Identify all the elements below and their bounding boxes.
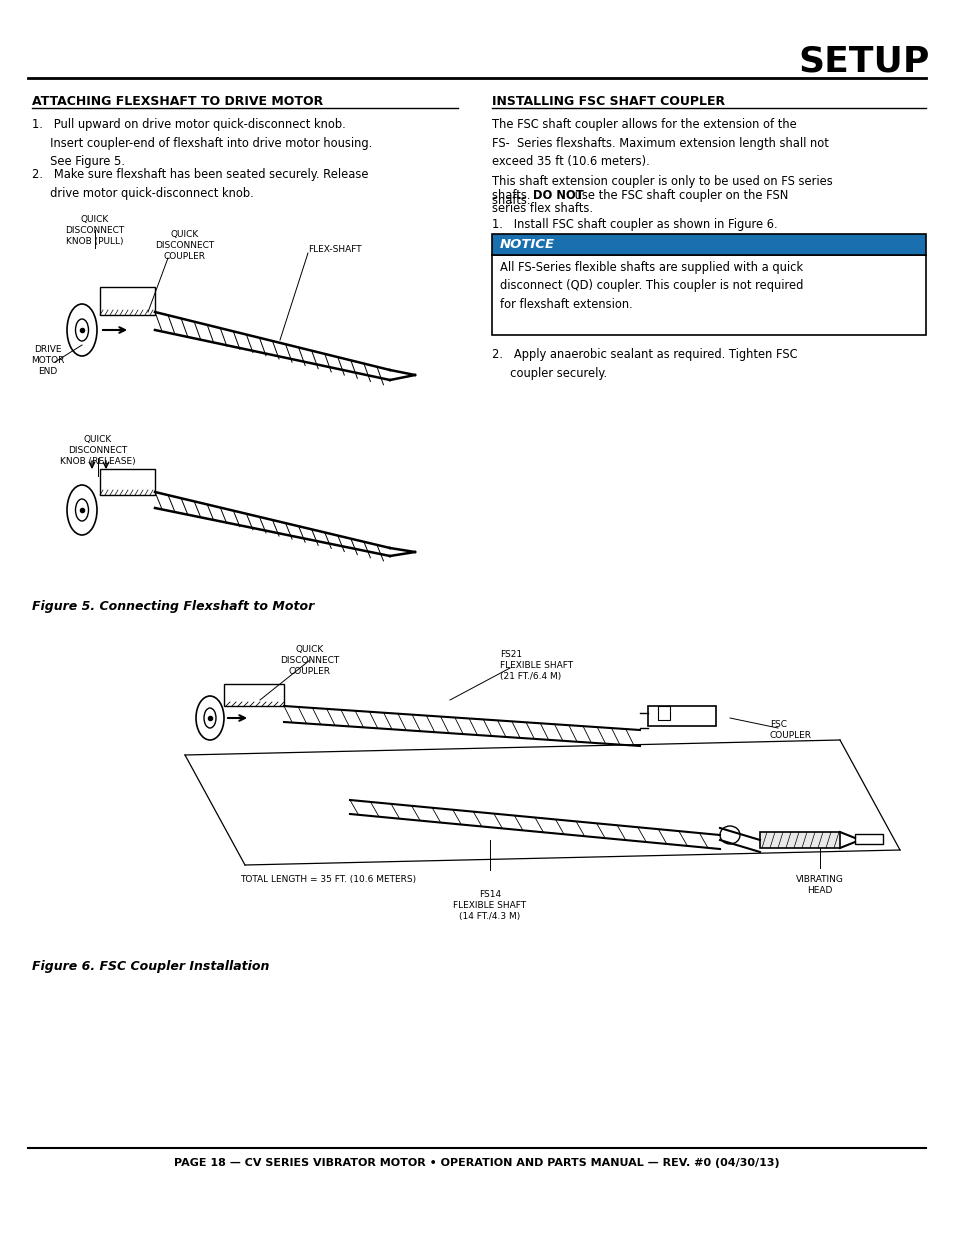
- Text: FS21
FLEXIBLE SHAFT
(21 FT./6.4 M): FS21 FLEXIBLE SHAFT (21 FT./6.4 M): [499, 650, 573, 682]
- Text: NOTICE: NOTICE: [499, 238, 555, 252]
- Bar: [492, 254, 925, 335]
- Text: 1.   Pull upward on drive motor quick-disconnect knob.
     Insert coupler-end o: 1. Pull upward on drive motor quick-disc…: [32, 119, 372, 168]
- Text: SETUP: SETUP: [798, 44, 929, 79]
- Text: VIBRATING
HEAD: VIBRATING HEAD: [795, 876, 843, 895]
- Text: 2.   Apply anaerobic sealant as required. Tighten FSC
     coupler securely.: 2. Apply anaerobic sealant as required. …: [492, 348, 797, 379]
- Text: QUICK
DISCONNECT
COUPLER: QUICK DISCONNECT COUPLER: [280, 645, 339, 677]
- Bar: [658, 706, 669, 720]
- Text: FS14
FLEXIBLE SHAFT
(14 FT./4.3 M): FS14 FLEXIBLE SHAFT (14 FT./4.3 M): [453, 890, 526, 921]
- Bar: [224, 684, 284, 706]
- Bar: [854, 834, 882, 844]
- Text: ATTACHING FLEXSHAFT TO DRIVE MOTOR: ATTACHING FLEXSHAFT TO DRIVE MOTOR: [32, 95, 323, 107]
- Text: Figure 6. FSC Coupler Installation: Figure 6. FSC Coupler Installation: [32, 960, 269, 973]
- Text: All FS-Series flexible shafts are supplied with a quick
disconnect (QD) coupler.: All FS-Series flexible shafts are suppli…: [499, 261, 802, 311]
- Text: INSTALLING FSC SHAFT COUPLER: INSTALLING FSC SHAFT COUPLER: [492, 95, 724, 107]
- Text: DO NOT: DO NOT: [533, 189, 583, 203]
- Text: Figure 5. Connecting Flexshaft to Motor: Figure 5. Connecting Flexshaft to Motor: [32, 600, 314, 613]
- Text: FSC
COUPLER: FSC COUPLER: [769, 720, 811, 740]
- Text: The FSC shaft coupler allows for the extension of the
FS-  Series flexshafts. Ma: The FSC shaft coupler allows for the ext…: [492, 119, 828, 168]
- Bar: [760, 832, 840, 848]
- Text: PAGE 18 — CV SERIES VIBRATOR MOTOR • OPERATION AND PARTS MANUAL — REV. #0 (04/30: PAGE 18 — CV SERIES VIBRATOR MOTOR • OPE…: [174, 1158, 779, 1168]
- Text: DRIVE
MOTOR
END: DRIVE MOTOR END: [31, 345, 65, 377]
- Text: QUICK
DISCONNECT
COUPLER: QUICK DISCONNECT COUPLER: [155, 230, 214, 261]
- Text: FLEX-SHAFT: FLEX-SHAFT: [308, 245, 361, 254]
- Text: use the FSC shaft coupler on the FSN: use the FSC shaft coupler on the FSN: [571, 189, 787, 203]
- Text: shafts.: shafts.: [492, 189, 534, 203]
- Bar: [100, 287, 154, 315]
- Text: 1.   Install FSC shaft coupler as shown in Figure 6.: 1. Install FSC shaft coupler as shown in…: [492, 219, 777, 231]
- Text: TOTAL LENGTH = 35 FT. (10.6 METERS): TOTAL LENGTH = 35 FT. (10.6 METERS): [240, 876, 416, 884]
- Text: 2.   Make sure flexshaft has been seated securely. Release
     drive motor quic: 2. Make sure flexshaft has been seated s…: [32, 168, 368, 200]
- Text: QUICK
DISCONNECT
KNOB (PULL): QUICK DISCONNECT KNOB (PULL): [66, 215, 125, 246]
- Bar: [647, 706, 716, 726]
- Text: QUICK
DISCONNECT
KNOB (RELEASE): QUICK DISCONNECT KNOB (RELEASE): [60, 435, 135, 466]
- Bar: [492, 233, 925, 254]
- Text: This shaft extension coupler is only to be used on FS series
shafts.: This shaft extension coupler is only to …: [492, 175, 832, 206]
- Text: series flex shafts.: series flex shafts.: [492, 203, 593, 215]
- Bar: [100, 469, 154, 495]
